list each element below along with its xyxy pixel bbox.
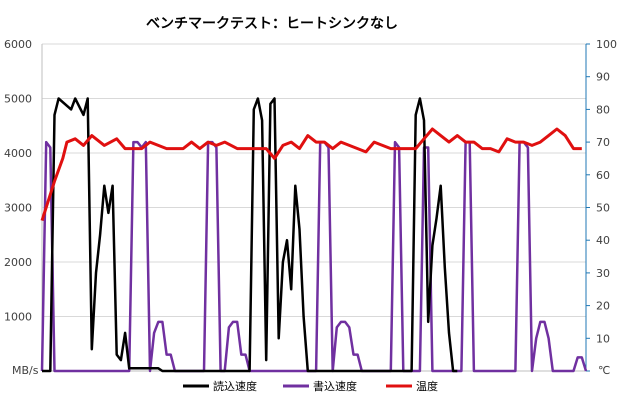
left-tick-label: 1000 <box>4 311 32 324</box>
right-axis-unit: ℃ <box>598 364 610 377</box>
left-tick-label: 2000 <box>4 256 32 269</box>
series-group <box>40 97 588 373</box>
right-tick-label: 80 <box>596 103 610 116</box>
legend-label: 読込速度 <box>213 379 257 393</box>
read-speed-series <box>42 97 458 373</box>
right-tick-label: 30 <box>596 267 610 280</box>
right-tick-label: 60 <box>596 169 610 182</box>
right-tick-label: 40 <box>596 234 610 247</box>
right-tick-label: 50 <box>596 202 610 215</box>
gridlines <box>42 43 586 372</box>
left-tick-label: 4000 <box>4 147 32 160</box>
chart-title: ベンチマークテスト：ヒートシンクなし <box>146 16 398 32</box>
legend-label: 書込速度 <box>313 379 357 393</box>
left-tick-label: 3000 <box>4 202 32 215</box>
right-tick-label: 20 <box>596 300 610 313</box>
right-tick-label: 70 <box>596 136 610 149</box>
left-axis-unit: MB/s <box>12 364 39 377</box>
temperature-series <box>40 127 582 222</box>
right-tick-label: 10 <box>596 332 610 345</box>
left-tick-label: 6000 <box>4 38 32 51</box>
right-tick-label: 100 <box>596 38 617 51</box>
left-axis-ticks: 1000 2000 3000 4000 5000 6000 <box>4 38 32 324</box>
left-tick-label: 5000 <box>4 93 32 106</box>
right-axis-ticks: 10 20 30 40 50 60 70 80 90 100 <box>586 38 617 372</box>
legend-label: 温度 <box>416 379 438 393</box>
right-tick-label: 90 <box>596 71 610 84</box>
legend: 読込速度 書込速度 温度 <box>183 379 438 393</box>
